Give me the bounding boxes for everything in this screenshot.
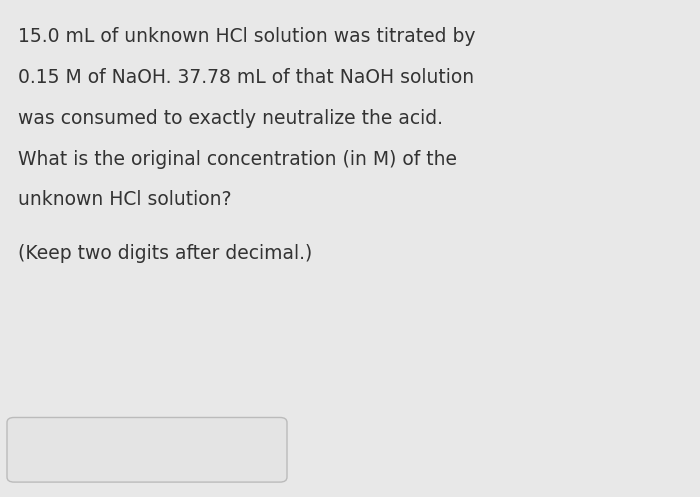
Text: What is the original concentration (in M) of the: What is the original concentration (in M…	[18, 150, 456, 168]
FancyBboxPatch shape	[7, 417, 287, 482]
Text: 15.0 mL of unknown HCl solution was titrated by: 15.0 mL of unknown HCl solution was titr…	[18, 27, 475, 46]
Text: 0.15 M of NaOH. 37.78 mL of that NaOH solution: 0.15 M of NaOH. 37.78 mL of that NaOH so…	[18, 68, 474, 87]
Text: was consumed to exactly neutralize the acid.: was consumed to exactly neutralize the a…	[18, 109, 442, 128]
Text: unknown HCl solution?: unknown HCl solution?	[18, 190, 231, 209]
Text: (Keep two digits after decimal.): (Keep two digits after decimal.)	[18, 244, 312, 262]
